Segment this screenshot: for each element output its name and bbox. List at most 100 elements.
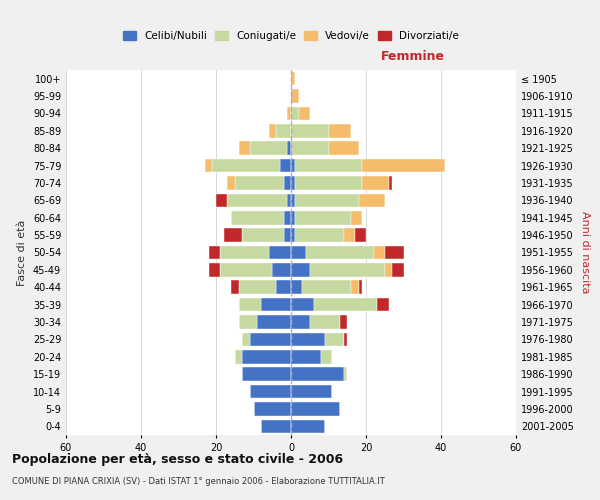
Bar [377,298,389,312]
Bar [310,263,385,276]
Bar [295,194,359,207]
Bar [216,194,227,207]
Bar [343,228,355,242]
Bar [291,368,343,381]
Bar [291,263,310,276]
Bar [209,246,220,260]
Bar [291,298,314,312]
Bar [287,194,291,207]
Bar [306,246,373,260]
Bar [235,176,284,190]
Bar [329,142,359,155]
Bar [291,246,306,260]
Bar [340,315,347,329]
Bar [261,420,291,433]
Text: COMUNE DI PIANA CRIXIA (SV) - Dati ISTAT 1° gennaio 2006 - Elaborazione TUTTITAL: COMUNE DI PIANA CRIXIA (SV) - Dati ISTAT… [12,477,385,486]
Bar [205,159,212,172]
Bar [362,176,389,190]
Bar [314,298,377,312]
Bar [276,280,291,294]
Bar [359,280,362,294]
Bar [220,246,269,260]
Bar [325,332,343,346]
Bar [287,106,291,120]
Bar [351,280,359,294]
Bar [291,402,340,415]
Bar [272,263,291,276]
Bar [291,280,302,294]
Bar [291,124,329,138]
Bar [220,263,272,276]
Bar [239,142,250,155]
Bar [209,263,220,276]
Bar [227,176,235,190]
Bar [291,211,295,224]
Bar [254,402,291,415]
Bar [373,246,385,260]
Bar [231,211,284,224]
Bar [291,90,299,103]
Bar [239,280,276,294]
Bar [291,194,295,207]
Bar [284,176,291,190]
Bar [239,315,257,329]
Bar [250,332,291,346]
Bar [280,159,291,172]
Bar [276,124,291,138]
Bar [359,194,385,207]
Bar [343,368,347,381]
Bar [389,176,392,190]
Bar [299,106,310,120]
Bar [295,211,351,224]
Bar [291,350,321,364]
Bar [269,124,276,138]
Bar [291,72,295,86]
Bar [239,298,261,312]
Bar [284,211,291,224]
Bar [291,159,295,172]
Bar [295,228,343,242]
Bar [385,263,392,276]
Bar [291,142,329,155]
Y-axis label: Fasce di età: Fasce di età [17,220,27,286]
Bar [321,350,332,364]
Bar [310,315,340,329]
Bar [302,280,351,294]
Bar [295,176,362,190]
Y-axis label: Anni di nascita: Anni di nascita [580,211,590,294]
Bar [250,385,291,398]
Bar [291,385,332,398]
Bar [287,142,291,155]
Legend: Celibi/Nubili, Coniugati/e, Vedovi/e, Divorziati/e: Celibi/Nubili, Coniugati/e, Vedovi/e, Di… [120,28,462,44]
Bar [250,142,287,155]
Bar [261,298,291,312]
Bar [212,159,280,172]
Bar [329,124,351,138]
Bar [291,228,295,242]
Bar [269,246,291,260]
Bar [392,263,404,276]
Bar [227,194,287,207]
Bar [291,176,295,190]
Bar [295,159,362,172]
Bar [223,228,242,242]
Bar [385,246,404,260]
Bar [235,350,242,364]
Bar [242,332,250,346]
Bar [242,350,291,364]
Bar [291,332,325,346]
Bar [291,106,299,120]
Bar [242,368,291,381]
Bar [355,228,366,242]
Text: Popolazione per età, sesso e stato civile - 2006: Popolazione per età, sesso e stato civil… [12,452,343,466]
Bar [291,315,310,329]
Bar [257,315,291,329]
Bar [291,420,325,433]
Text: Femmine: Femmine [380,50,445,62]
Bar [351,211,362,224]
Bar [343,332,347,346]
Bar [231,280,239,294]
Bar [362,159,445,172]
Bar [284,228,291,242]
Bar [242,228,284,242]
